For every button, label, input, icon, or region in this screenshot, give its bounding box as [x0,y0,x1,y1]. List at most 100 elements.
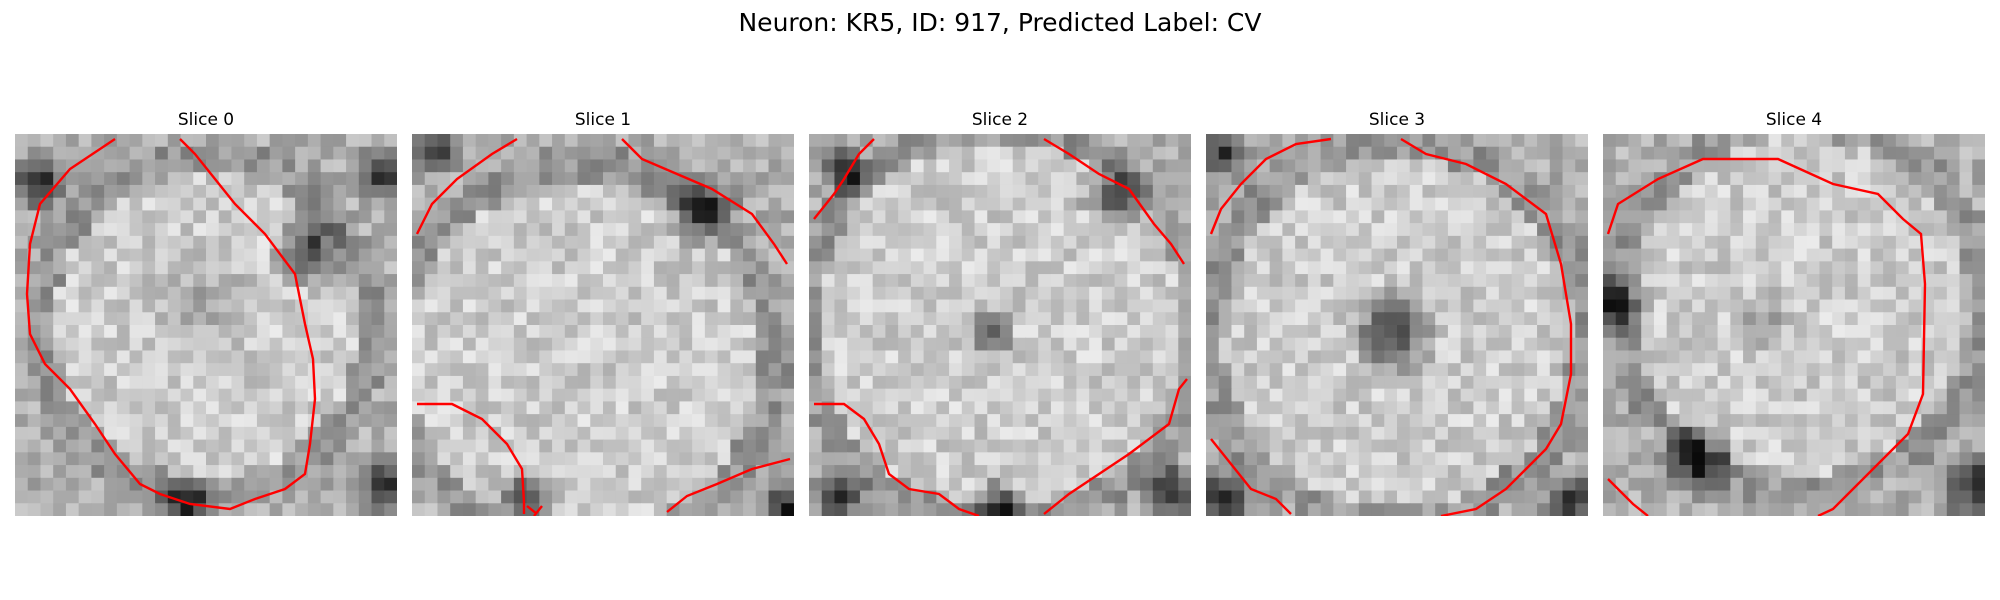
image-pixel [1743,159,1757,173]
image-pixel [1206,197,1220,211]
image-pixel [1050,426,1065,441]
image-pixel [1768,388,1782,402]
image-pixel [974,248,988,262]
image-pixel [936,401,950,415]
image-pixel [1371,325,1385,339]
image-pixel [743,388,757,402]
image-pixel [1178,172,1191,186]
image-pixel [1282,452,1296,466]
image-pixel [142,172,156,186]
image-pixel [1346,477,1360,492]
image-pixel [821,312,836,326]
image-pixel [193,401,207,415]
image-pixel [1870,490,1884,504]
image-pixel [936,375,950,390]
image-pixel [501,159,515,173]
image-pixel [834,337,848,352]
image-pixel [15,274,29,288]
image-pixel [167,197,182,211]
image-pixel [1295,375,1309,390]
image-pixel [1231,210,1245,224]
image-pixel [462,235,477,250]
image-pixel [615,172,630,186]
image-pixel [320,146,334,161]
image-pixel [1832,452,1846,466]
contour-line [415,137,518,235]
image-pixel [384,477,397,492]
image-pixel [384,337,397,352]
image-pixel [358,274,373,288]
image-pixel [1972,184,1985,199]
image-pixel [501,286,515,301]
image-pixel [1653,414,1668,428]
image-pixel [653,235,668,250]
image-pixel [53,248,67,262]
image-pixel [1921,172,1935,186]
image-pixel [307,414,322,428]
image-pixel [1025,172,1039,186]
image-pixel [1743,299,1757,313]
image-pixel [1114,210,1128,224]
image-pixel [501,414,515,428]
image-pixel [1679,375,1693,390]
image-pixel [1025,197,1039,211]
image-pixel [1562,197,1576,211]
image-pixel [1089,197,1103,211]
image-pixel [1282,223,1296,237]
image-pixel [987,490,1001,504]
image-pixel [1562,503,1576,516]
image-pixel [936,325,950,339]
image-pixel [1666,248,1680,262]
image-pixel [1409,299,1424,313]
image-pixel [730,426,744,441]
image-pixel [116,146,131,161]
image-pixel [218,414,233,428]
image-pixel [307,350,322,364]
image-pixel [1038,197,1052,211]
image-pixel [1127,439,1141,453]
image-pixel [1307,248,1322,262]
image-pixel [1653,401,1668,415]
image-pixel [552,146,566,161]
image-pixel [1883,261,1897,275]
image-pixel [424,146,439,161]
image-pixel [1730,452,1744,466]
image-pixel [513,210,528,224]
image-pixel [1178,261,1191,275]
image-pixel [244,223,258,237]
image-pixel [1615,172,1630,186]
image-pixel [437,325,451,339]
image-pixel [936,439,950,453]
image-pixel [730,134,744,148]
image-pixel [1295,134,1309,148]
image-pixel [412,375,426,390]
image-pixel [78,363,92,377]
image-pixel [501,312,515,326]
image-pixel [564,159,579,173]
image-pixel [1486,414,1500,428]
image-pixel [1307,274,1322,288]
image-pixel [653,248,668,262]
image-pixel [1206,274,1220,288]
image-pixel [269,439,283,453]
image-pixel [1537,439,1551,453]
image-pixel [231,426,245,441]
image-pixel [1641,452,1655,466]
image-pixel [1358,210,1373,224]
image-pixel [320,414,334,428]
image-pixel [1244,388,1258,402]
image-pixel [628,337,642,352]
image-pixel [1921,477,1935,492]
image-pixel [1165,465,1179,479]
image-pixel [1666,477,1680,492]
image-pixel [1537,134,1551,148]
image-pixel [53,312,67,326]
image-pixel [923,401,937,415]
image-pixel [358,452,373,466]
image-pixel [628,477,642,492]
image-pixel [307,325,322,339]
image-pixel [155,503,169,516]
image-pixel [1562,146,1576,161]
image-pixel [1511,197,1525,211]
image-pixel [552,337,566,352]
